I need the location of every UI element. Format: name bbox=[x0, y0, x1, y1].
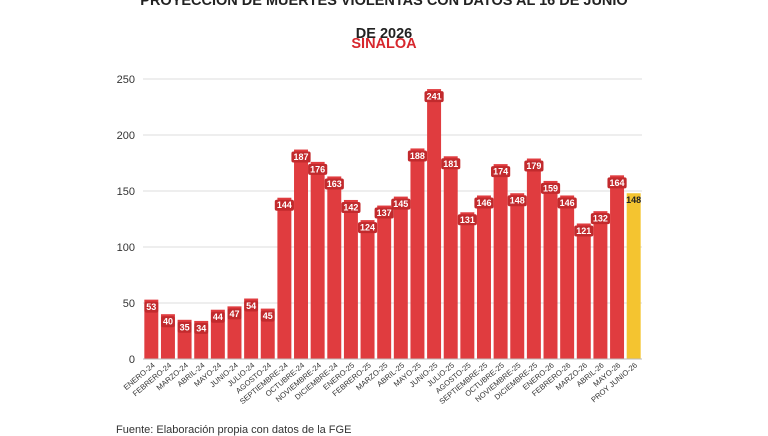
bar bbox=[327, 176, 342, 359]
data-label-bg bbox=[194, 322, 209, 334]
chart-title-line-1: PROYECCIÓN DE MUERTES VIOLENTAS CON DATO… bbox=[140, 0, 628, 9]
chart-subtitle: SINALOA bbox=[351, 36, 417, 52]
data-label-bg bbox=[507, 195, 527, 207]
data-label-bg bbox=[457, 214, 477, 226]
data-label-bg bbox=[540, 182, 561, 194]
data-label: 132 bbox=[593, 214, 608, 224]
data-label: 34 bbox=[196, 323, 206, 333]
y-tick-label: 50 bbox=[123, 298, 135, 310]
bar bbox=[626, 193, 641, 359]
data-label-bg bbox=[324, 178, 344, 190]
data-label: 45 bbox=[263, 311, 273, 321]
data-label: 148 bbox=[626, 195, 641, 205]
data-label-bg bbox=[590, 213, 611, 225]
data-label-bg bbox=[341, 201, 361, 213]
data-label-bg bbox=[424, 91, 444, 103]
data-label: 121 bbox=[576, 226, 591, 236]
bar bbox=[593, 211, 608, 359]
y-tick-label: 250 bbox=[117, 74, 135, 86]
data-label-bg bbox=[308, 163, 328, 175]
bar bbox=[227, 306, 242, 359]
data-label: 145 bbox=[393, 199, 408, 209]
data-label: 164 bbox=[610, 178, 625, 188]
data-label-bg bbox=[557, 197, 577, 209]
data-label: 188 bbox=[410, 151, 425, 161]
data-label-bg bbox=[374, 207, 394, 219]
bar bbox=[493, 164, 508, 359]
bar bbox=[560, 195, 575, 359]
data-label: 137 bbox=[377, 208, 392, 218]
data-label: 124 bbox=[360, 223, 375, 233]
bar bbox=[443, 156, 458, 359]
data-label: 163 bbox=[327, 179, 342, 189]
data-label: 187 bbox=[294, 152, 309, 162]
data-label-bg bbox=[574, 225, 594, 237]
bar bbox=[343, 199, 358, 359]
data-label-bg bbox=[274, 199, 294, 211]
bar bbox=[360, 220, 375, 359]
bar bbox=[277, 197, 292, 359]
data-label-bg bbox=[260, 310, 275, 322]
data-label: 44 bbox=[213, 312, 223, 322]
bar bbox=[427, 89, 442, 359]
data-label-bg bbox=[441, 158, 461, 170]
data-label-bg bbox=[161, 316, 175, 328]
data-label: 148 bbox=[510, 196, 525, 206]
data-label-bg bbox=[210, 311, 225, 323]
data-label: 174 bbox=[493, 167, 508, 177]
data-label: 146 bbox=[560, 198, 575, 208]
data-label: 35 bbox=[180, 322, 190, 332]
data-label: 179 bbox=[526, 161, 541, 171]
bar bbox=[244, 298, 259, 359]
data-label-bg bbox=[474, 197, 494, 209]
bar bbox=[510, 193, 525, 359]
y-tick-label: 100 bbox=[117, 242, 135, 254]
bar bbox=[377, 205, 392, 359]
bar bbox=[543, 180, 558, 359]
data-label-bg bbox=[144, 301, 159, 313]
data-label-bg bbox=[407, 150, 428, 162]
data-label: 47 bbox=[229, 309, 239, 319]
data-label-bg bbox=[244, 300, 259, 312]
data-label: 40 bbox=[163, 317, 173, 327]
data-label-bg bbox=[491, 166, 511, 178]
bar bbox=[144, 299, 159, 359]
data-label-bg bbox=[524, 160, 544, 172]
data-label: 146 bbox=[476, 198, 491, 208]
data-label: 159 bbox=[543, 183, 558, 193]
y-tick-label: 200 bbox=[117, 130, 135, 142]
data-label: 142 bbox=[343, 202, 358, 212]
data-label-bg bbox=[291, 151, 311, 163]
data-label-bg bbox=[391, 198, 411, 210]
data-label: 176 bbox=[310, 164, 325, 174]
y-tick-label: 150 bbox=[117, 186, 135, 198]
data-label: 131 bbox=[460, 215, 475, 225]
data-label-bg bbox=[357, 222, 378, 234]
data-label-bg bbox=[227, 308, 242, 320]
bar bbox=[476, 195, 491, 359]
data-label-bg bbox=[607, 177, 627, 189]
data-label: 181 bbox=[443, 159, 458, 169]
data-label-bg bbox=[177, 321, 192, 333]
data-label: 144 bbox=[277, 200, 292, 210]
source-note: Fuente: Elaboración propia con datos de … bbox=[116, 424, 352, 436]
bar bbox=[410, 148, 425, 359]
data-label: 53 bbox=[146, 302, 156, 312]
chart-title-line-2: DE 2026 bbox=[355, 26, 413, 42]
bar bbox=[294, 149, 309, 359]
bar bbox=[610, 175, 625, 359]
bar bbox=[460, 212, 475, 359]
bar bbox=[393, 196, 408, 359]
data-label: 54 bbox=[246, 301, 256, 311]
bar bbox=[576, 223, 591, 359]
bar bbox=[310, 161, 325, 359]
y-tick-label: 0 bbox=[129, 354, 135, 366]
data-label: 241 bbox=[427, 92, 442, 102]
bar bbox=[526, 158, 541, 359]
